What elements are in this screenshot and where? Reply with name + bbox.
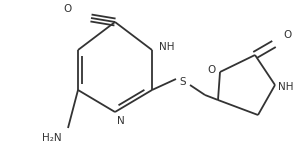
Text: O: O	[208, 65, 216, 75]
Text: NH: NH	[278, 82, 293, 92]
Text: O: O	[283, 30, 291, 40]
Text: O: O	[64, 4, 72, 14]
Text: N: N	[117, 116, 125, 126]
Text: S: S	[180, 77, 186, 87]
Text: NH: NH	[159, 42, 174, 52]
Text: H₂N: H₂N	[42, 133, 62, 143]
